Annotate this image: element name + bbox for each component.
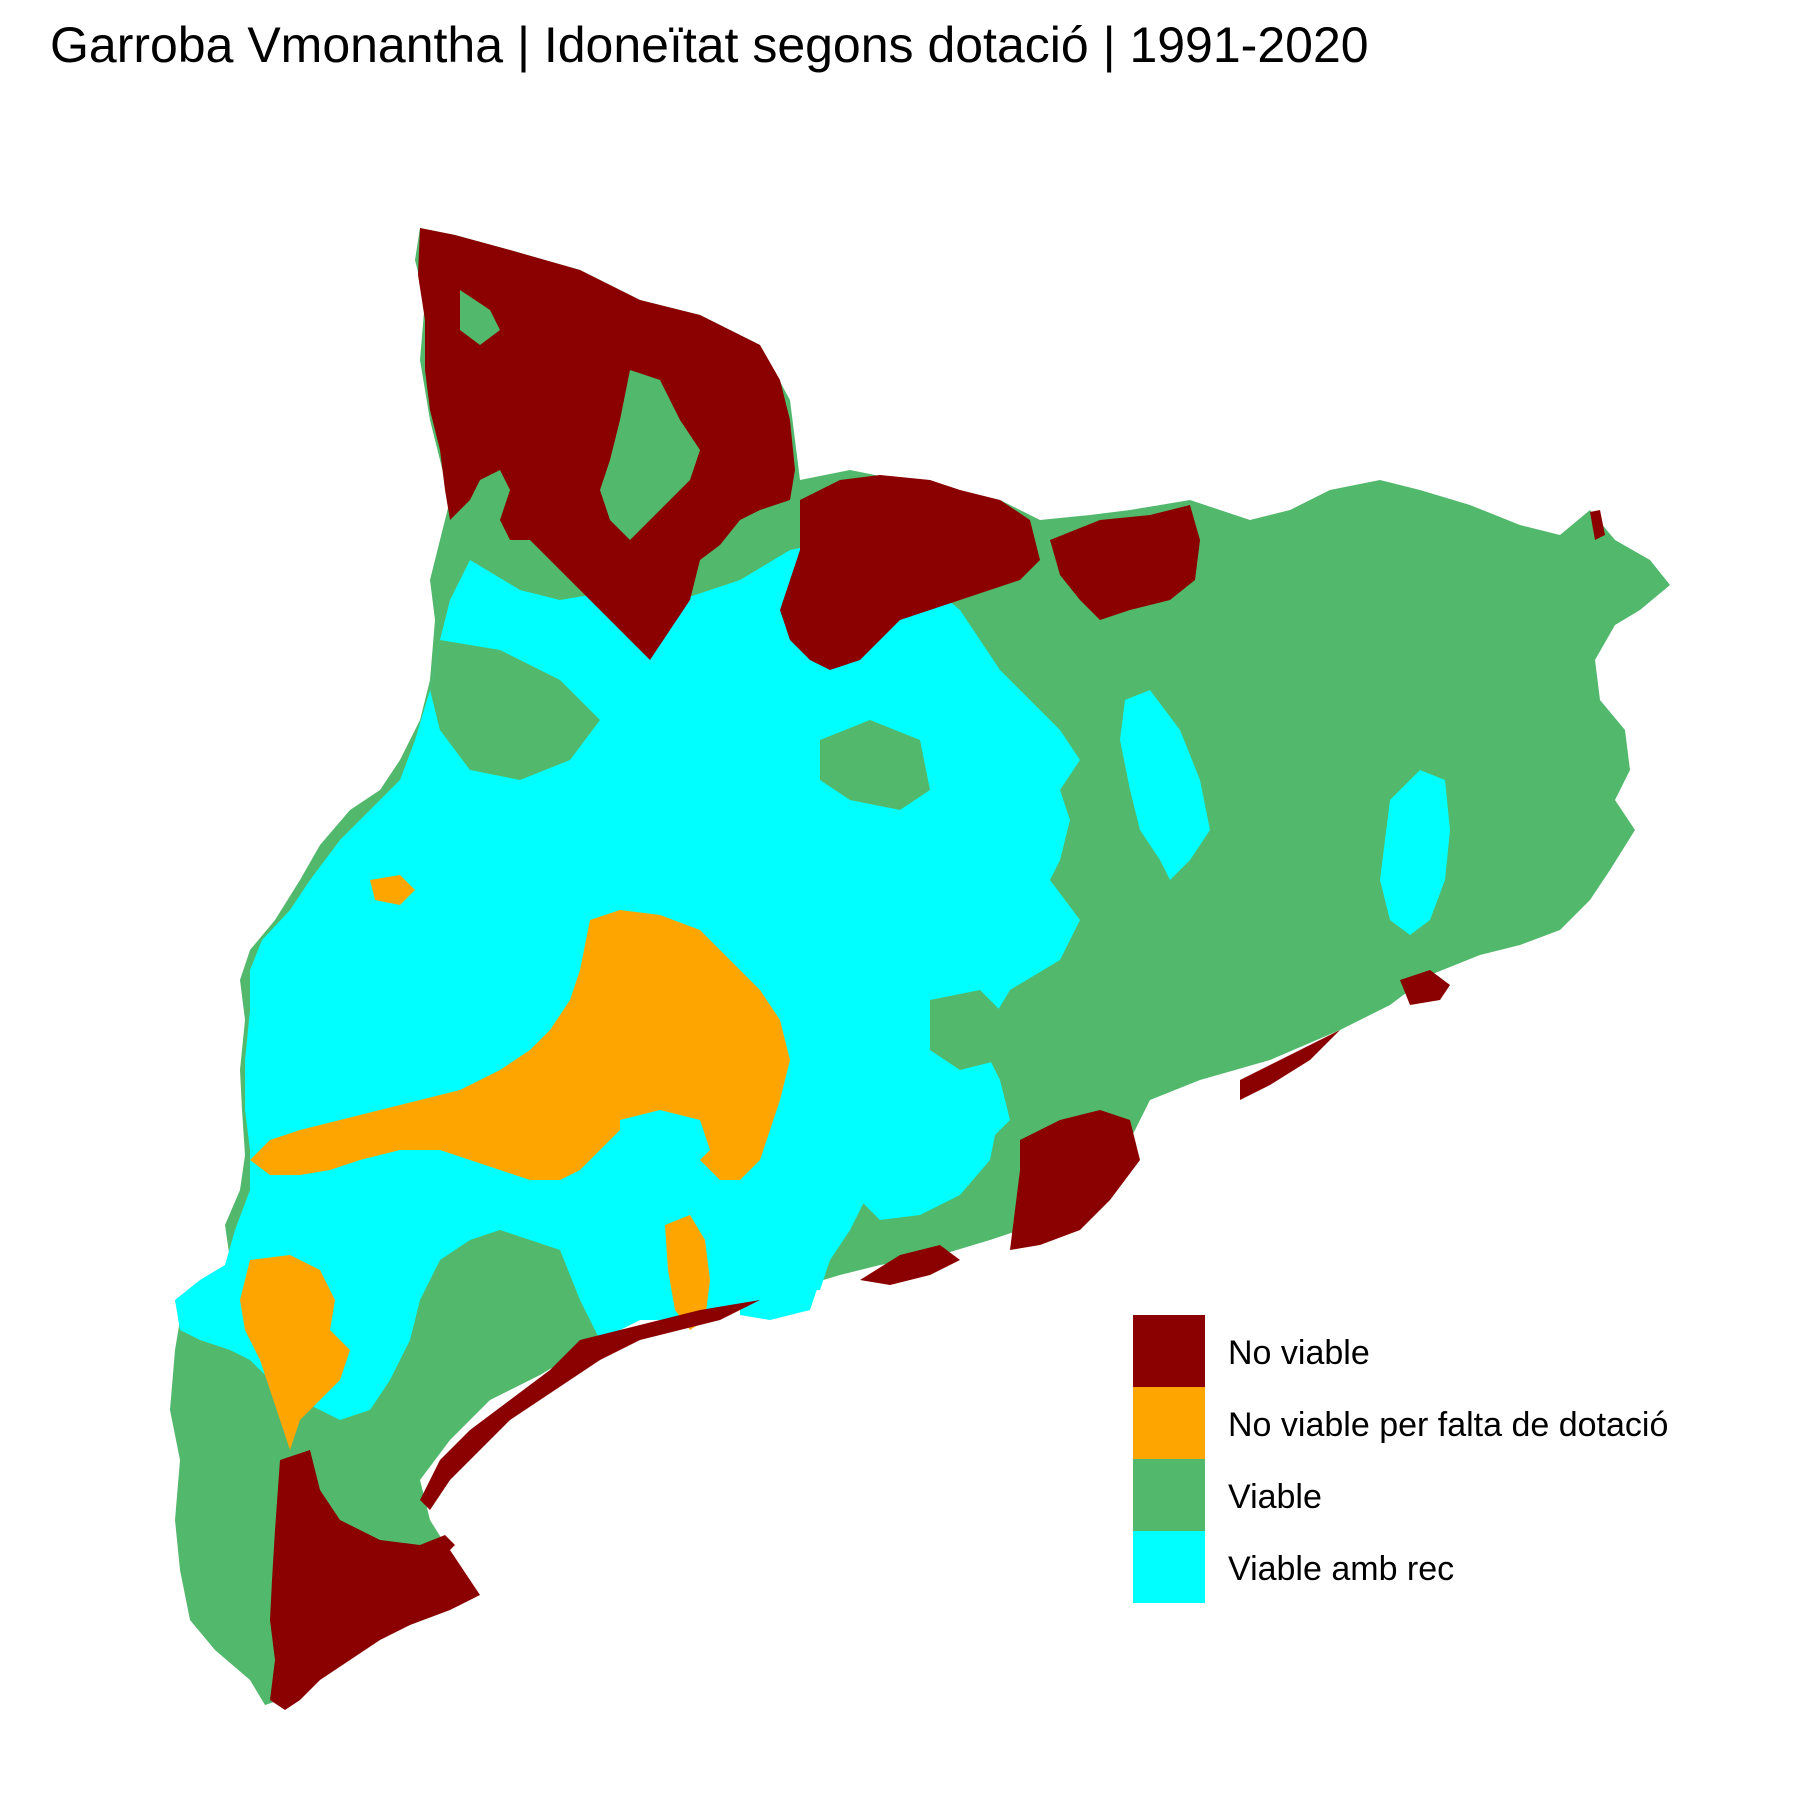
region-no-viable-pyrenees-west: [418, 228, 795, 660]
region-viable-rec-south: [855, 1070, 1000, 1220]
region-viable-inner3: [930, 990, 1010, 1070]
region-viable-pyrenees-valley: [600, 370, 700, 540]
legend-label-no-viable: No viable: [1228, 1334, 1370, 1372]
region-no-viable-ne-tip: [1590, 510, 1605, 540]
region-no-viable-coast-maresme: [1240, 1030, 1340, 1100]
legend-swatch-viable-rec: [1133, 1531, 1205, 1603]
region-no-viable-dotacio-north: [370, 875, 415, 905]
region-viable-inner2: [820, 720, 930, 810]
region-viable-pyrenees-valley2: [460, 290, 500, 345]
legend-swatch-no-viable: [1133, 1315, 1205, 1387]
region-no-viable-pyrenees-central: [780, 475, 1040, 670]
region-no-viable-coast-bcn: [1010, 1110, 1140, 1250]
legend: No viable No viable per falta de dotació…: [1133, 1315, 1753, 1603]
region-no-viable-coast-garraf: [860, 1245, 960, 1285]
region-no-viable-dotacio-south: [665, 1215, 710, 1330]
region-no-viable-delta-spit: [420, 1535, 455, 1560]
legend-swatch-viable: [1133, 1459, 1205, 1531]
legend-swatch-no-viable-dotacio: [1133, 1387, 1205, 1459]
legend-item-no-viable-dotacio: No viable per falta de dotació: [1133, 1387, 1753, 1459]
region-viable-rec-lake: [620, 1110, 710, 1170]
region-viable-inner1: [430, 640, 600, 780]
region-no-viable-dotacio-west: [240, 1255, 350, 1450]
region-no-viable-coast-ne: [1400, 970, 1450, 1005]
region-viable-rec-east1: [1120, 690, 1210, 880]
region-viable-rec-east2: [1380, 770, 1450, 935]
region-no-viable-coast-south: [420, 1300, 760, 1510]
map-title: Garroba Vmonantha | Idoneïtat segons dot…: [50, 17, 1369, 73]
legend-item-no-viable: No viable: [1133, 1315, 1753, 1387]
region-viable-rec-coast: [740, 1235, 820, 1320]
legend-item-viable: Viable: [1133, 1459, 1753, 1531]
region-no-viable-pyrenees-east: [1050, 505, 1200, 620]
region-no-viable-ebro-delta: [270, 1450, 480, 1710]
legend-label-viable-rec: Viable amb rec: [1228, 1550, 1455, 1588]
legend-item-viable-rec: Viable amb rec: [1133, 1531, 1753, 1603]
legend-label-no-viable-dotacio: No viable per falta de dotació: [1228, 1406, 1669, 1444]
legend-label-viable: Viable: [1228, 1478, 1322, 1516]
